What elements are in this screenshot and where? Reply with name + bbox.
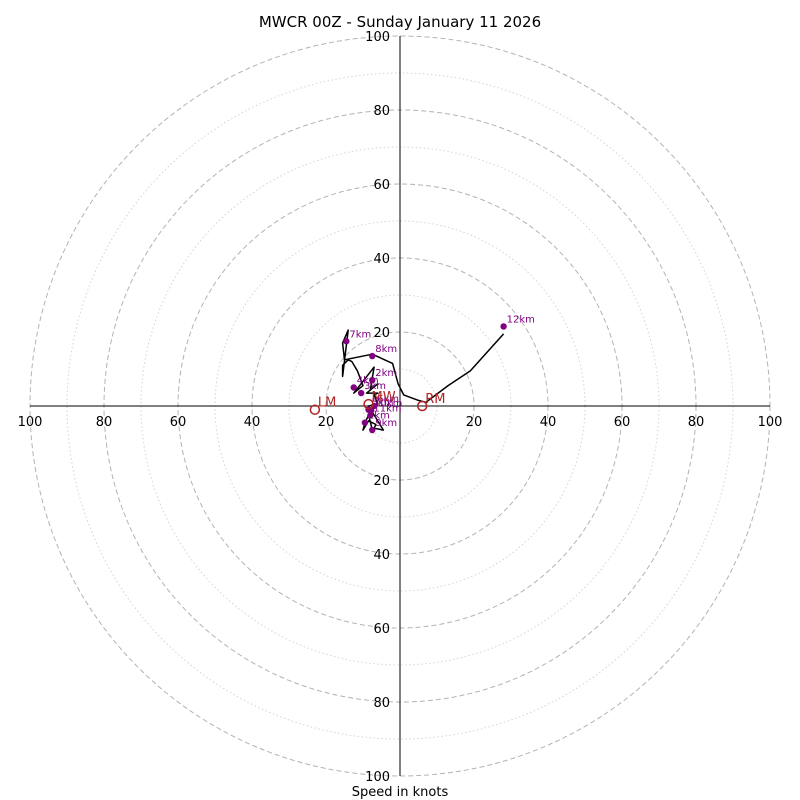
tick-label-bottom: 80 xyxy=(373,696,390,711)
storm-label-mw: MW xyxy=(372,390,396,405)
tick-label-left: 80 xyxy=(96,415,113,430)
tick-label-right: 80 xyxy=(688,415,705,430)
height-label-8km: 8km xyxy=(375,344,397,355)
tick-label-left: 60 xyxy=(170,415,187,430)
height-label-5km: 5km xyxy=(372,398,394,409)
height-point-2km xyxy=(369,376,376,384)
height-point-11km xyxy=(367,412,374,419)
height-label-1km: 1km xyxy=(368,411,390,422)
storm-marker-lm xyxy=(309,404,321,415)
height-label-3km: 3km xyxy=(364,381,386,392)
axes xyxy=(30,36,770,776)
height-point-8km xyxy=(369,352,376,360)
tick-label-bottom: 20 xyxy=(373,474,390,489)
tick-label-bottom: 40 xyxy=(373,548,390,563)
hodograph-trace-group xyxy=(341,329,505,431)
tick-label-right: 40 xyxy=(540,415,557,430)
height-label-7km: 7km xyxy=(349,329,371,340)
storm-label-lm: LM xyxy=(318,396,336,411)
tick-label-top: 80 xyxy=(373,104,390,119)
height-label-6km: 6km xyxy=(377,394,399,405)
height-point-1km xyxy=(361,419,369,426)
height-point-12km xyxy=(500,323,507,330)
tick-label-left: 20 xyxy=(318,415,335,430)
height-label-4km: 4km xyxy=(357,376,379,387)
height-label-2km: 2km xyxy=(375,368,397,379)
tick-label-left: 100 xyxy=(18,415,43,430)
height-point-7km xyxy=(343,338,350,345)
tick-label-right: 100 xyxy=(758,415,783,430)
tick-labels: 20 20 20 20 40 40 40 40 60 60 60 60 80 80 80 80 100 100 10… xyxy=(18,30,783,785)
storm-motion-markers: RM LM MW xyxy=(309,390,445,415)
x-axis-label: Speed in knots xyxy=(352,785,449,800)
tick-label-top: 40 xyxy=(373,252,390,267)
height-label-12km: 12km xyxy=(507,314,535,325)
chart-title: MWCR 00Z - Sunday January 11 2026 xyxy=(259,13,541,31)
tick-label-right: 20 xyxy=(466,415,483,430)
height-point-4km xyxy=(350,384,357,391)
height-label-9km: 9km xyxy=(375,418,397,429)
tick-label-top: 100 xyxy=(365,30,390,45)
tick-label-left: 40 xyxy=(244,415,261,430)
tick-label-bottom: 60 xyxy=(373,622,390,637)
hodograph-trace xyxy=(341,329,505,431)
height-point-9km xyxy=(369,426,376,434)
height-label-11km: 11km xyxy=(373,403,401,414)
tick-label-right: 60 xyxy=(614,415,631,430)
tick-label-bottom: 100 xyxy=(365,770,390,785)
tick-label-top: 60 xyxy=(373,178,390,193)
storm-marker-rm xyxy=(416,400,428,412)
storm-label-rm: RM xyxy=(425,392,445,407)
tick-label-top: 20 xyxy=(373,326,390,341)
height-point-3km xyxy=(357,389,365,397)
height-label-10km: 10km xyxy=(374,398,402,409)
storm-marker-mw xyxy=(363,398,374,410)
